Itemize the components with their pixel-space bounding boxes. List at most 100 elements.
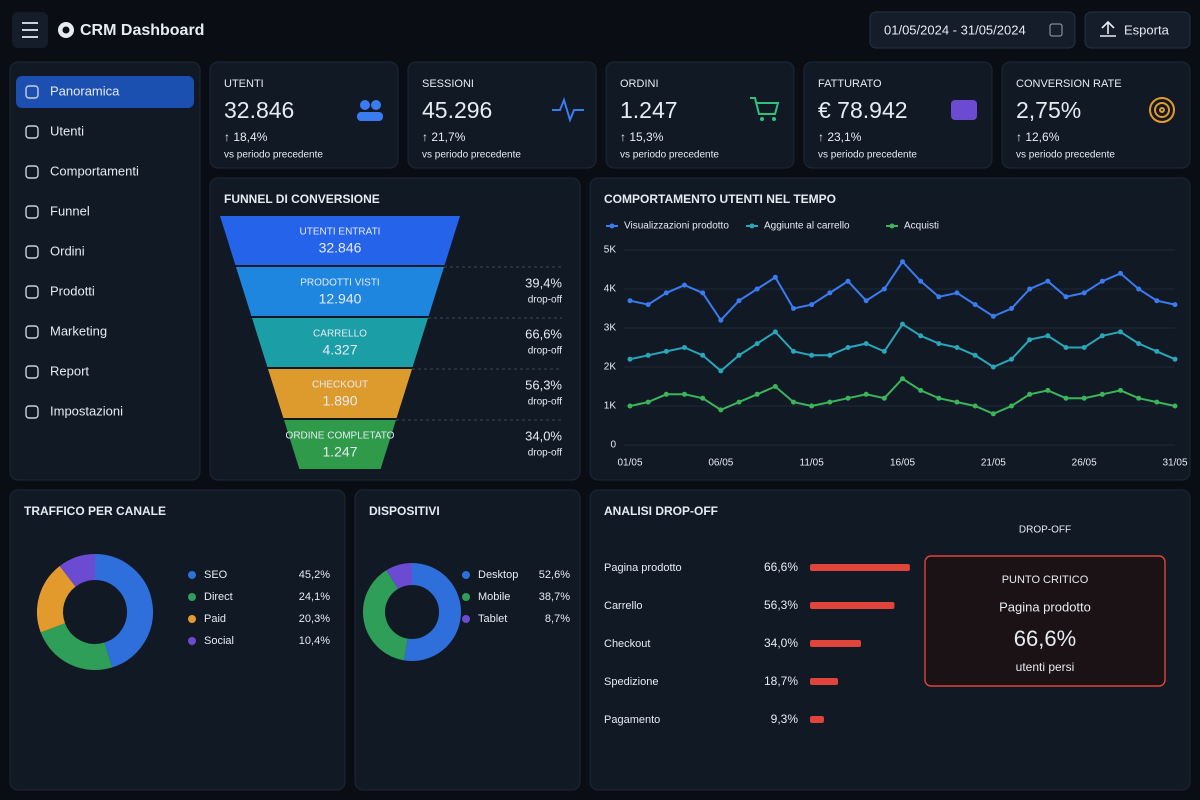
x-tick-label: 11/05 [800, 458, 825, 469]
drop-off-value: 66,6% [525, 326, 562, 341]
line-point [754, 286, 760, 292]
line-point [936, 395, 942, 401]
nav-item[interactable]: Impostazioni [50, 403, 123, 418]
critical-label: Pagina prodotto [999, 599, 1091, 614]
nav-item[interactable]: Funnel [50, 203, 90, 218]
nav-item[interactable]: Utenti [50, 123, 84, 138]
logo-hole [62, 26, 70, 34]
nav-item[interactable]: Comportamenti [50, 163, 139, 178]
drop-off-label: drop-off [528, 295, 563, 306]
legend-swatch [188, 637, 196, 645]
funnel-stage-value: 4.327 [322, 342, 357, 358]
kpi-value: € 78.942 [818, 97, 908, 123]
line-point [791, 348, 796, 354]
bar-category: Carrello [604, 600, 643, 612]
x-tick-label: 31/05 [1162, 458, 1187, 469]
kpi-icon [371, 100, 381, 110]
line-point [1118, 329, 1123, 335]
line-point [1154, 298, 1160, 304]
legend-swatch [749, 223, 755, 229]
nav-item[interactable]: Prodotti [50, 283, 95, 298]
export-label: Esporta [1124, 22, 1170, 37]
donut-slice [40, 622, 113, 670]
legend-label: Desktop [478, 569, 518, 581]
kpi-note: vs periodo precedente [1016, 150, 1115, 161]
kpi-label: UTENTI [224, 78, 264, 90]
bar [810, 716, 824, 723]
line-point [863, 341, 869, 347]
legend-swatch [188, 593, 196, 601]
line-point [936, 341, 942, 347]
nav-item[interactable]: Ordini [50, 243, 85, 258]
legend-swatch [462, 615, 470, 623]
nav-icon [25, 245, 39, 259]
legend-label: Tablet [478, 613, 507, 625]
kpi-change: ↑ 15,3% [620, 130, 664, 144]
line-point [990, 411, 996, 417]
export-button[interactable] [1084, 11, 1191, 49]
nav-icon [25, 165, 39, 179]
line-point [845, 345, 851, 350]
export-icon [1100, 20, 1116, 37]
bar-value-label: 56,3% [764, 598, 798, 612]
kpi-icon [1159, 107, 1165, 113]
line-point [1027, 391, 1033, 397]
line-point [845, 395, 851, 401]
nav-item[interactable]: Marketing [50, 323, 107, 338]
nav-icon [25, 125, 39, 139]
line-point [845, 278, 851, 284]
kpi-icon [552, 96, 584, 124]
card [803, 61, 993, 169]
line-point [736, 298, 742, 304]
line-point [736, 399, 742, 405]
line-point [863, 391, 869, 397]
y-tick-label: 5K [604, 245, 617, 256]
line-point [936, 294, 942, 300]
bar-category: Pagamento [604, 714, 660, 726]
donut-slice [37, 565, 77, 633]
line-point [772, 274, 778, 280]
legend-value: 52,6% [539, 569, 570, 581]
legend-swatch [889, 223, 895, 229]
line-point [1099, 333, 1105, 339]
nav-item[interactable]: Report [50, 363, 89, 378]
legend-value: 8,7% [545, 613, 570, 625]
card [407, 61, 597, 169]
line-point [1154, 348, 1160, 354]
line-point [754, 341, 760, 347]
line-point [1081, 345, 1087, 350]
bar [810, 602, 895, 609]
line-point [827, 352, 833, 358]
kpi-icon [760, 117, 764, 121]
legend-swatch [188, 571, 196, 579]
line-point [900, 259, 905, 265]
line-point [791, 399, 796, 405]
drop-off-value: 56,3% [525, 377, 562, 392]
line-point [645, 352, 651, 358]
line-point [627, 403, 633, 409]
line-point [809, 403, 815, 409]
nav-icon [25, 85, 39, 99]
line-point [1099, 391, 1105, 397]
chart-title: COMPORTAMENTO UTENTI NEL TEMPO [604, 192, 836, 206]
nav-icon [25, 285, 39, 299]
line-point [663, 290, 669, 296]
card [589, 177, 1191, 481]
y-tick-label: 1K [604, 401, 617, 412]
date-picker[interactable] [869, 11, 1076, 49]
line-point [918, 333, 924, 339]
kpi-icon [1154, 102, 1170, 118]
nav-item[interactable]: Panoramica [50, 83, 120, 98]
x-tick-label: 06/05 [708, 458, 733, 469]
line-point [809, 352, 815, 358]
line-point [1099, 278, 1105, 284]
bar [810, 678, 839, 685]
legend-label: Acquisti [904, 221, 939, 232]
bar-value-label: 9,3% [771, 712, 799, 726]
line-point [990, 313, 996, 319]
line-point [1172, 356, 1178, 362]
kpi-change: ↑ 18,4% [224, 130, 268, 144]
kpi-icon [951, 100, 977, 120]
line-point [772, 384, 778, 389]
